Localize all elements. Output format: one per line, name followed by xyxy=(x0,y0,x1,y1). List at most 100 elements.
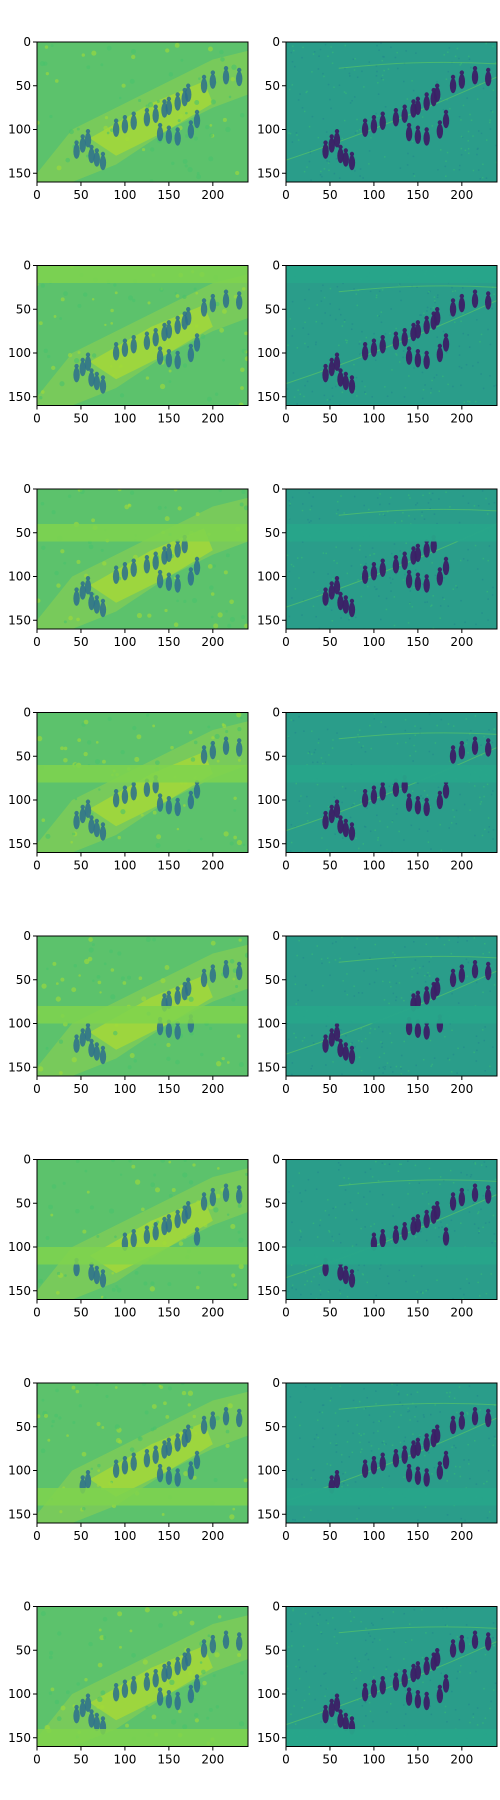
texture-mark xyxy=(311,115,314,118)
texture-mark xyxy=(456,1677,458,1680)
texture-mark xyxy=(439,97,442,100)
texture-mark xyxy=(295,782,298,785)
texture-mark xyxy=(492,829,495,831)
person-mark xyxy=(112,122,120,137)
texture-mark xyxy=(100,1690,106,1696)
x-tick-label: 100 xyxy=(362,1082,385,1096)
x-tick-label: 200 xyxy=(450,1753,473,1767)
texture-mark xyxy=(160,1159,166,1163)
texture-mark xyxy=(75,1389,80,1394)
x-tick-label: 100 xyxy=(113,1082,136,1096)
person-head-mark xyxy=(80,1475,85,1480)
texture-mark xyxy=(208,156,214,162)
texture-mark xyxy=(453,169,455,171)
texture-mark xyxy=(368,983,371,985)
texture-mark xyxy=(327,1622,329,1625)
texture-mark xyxy=(225,553,230,558)
person-head-mark xyxy=(74,1034,79,1039)
person-mark xyxy=(423,801,430,817)
person-head-mark xyxy=(144,1449,150,1454)
texture-mark xyxy=(226,1061,230,1064)
person-mark xyxy=(442,1454,450,1470)
texture-mark xyxy=(238,1237,244,1243)
texture-mark xyxy=(403,80,405,83)
texture-mark xyxy=(482,952,484,955)
texture-mark xyxy=(456,1636,459,1638)
texture-mark xyxy=(329,974,331,977)
texture-mark xyxy=(495,144,497,147)
texture-mark xyxy=(111,1271,114,1275)
person-mark xyxy=(436,1464,444,1480)
texture-mark xyxy=(333,559,335,562)
person-mark xyxy=(392,1452,400,1468)
texture-mark xyxy=(369,1168,372,1170)
texture-mark xyxy=(38,1278,44,1284)
texture-mark xyxy=(383,514,386,517)
person-mark xyxy=(174,319,181,335)
texture-mark xyxy=(386,510,389,513)
texture-mark xyxy=(390,1041,393,1044)
y-tick-label: 150 xyxy=(8,166,31,180)
texture-mark xyxy=(316,1419,319,1421)
texture-mark xyxy=(37,598,41,603)
texture-mark xyxy=(317,742,320,744)
texture-mark xyxy=(182,159,188,164)
texture-mark xyxy=(352,804,354,806)
person-head-mark xyxy=(237,291,242,296)
x-tick-label: 150 xyxy=(406,1306,429,1320)
texture-mark xyxy=(354,1657,356,1660)
texture-mark xyxy=(353,288,355,290)
texture-mark xyxy=(393,543,396,545)
person-mark xyxy=(337,1712,344,1728)
texture-mark xyxy=(241,614,246,620)
person-mark xyxy=(348,825,356,841)
x-tick-label: 150 xyxy=(157,859,180,873)
texture-mark xyxy=(358,1400,361,1403)
flat-band xyxy=(37,265,248,283)
edge-line xyxy=(286,300,497,385)
texture-mark xyxy=(312,605,315,608)
edge-line xyxy=(338,1626,497,1634)
person-mark xyxy=(337,1042,344,1058)
person-head-mark xyxy=(194,1674,200,1679)
person-head-mark xyxy=(188,1684,194,1690)
texture-mark xyxy=(287,1290,290,1293)
texture-mark xyxy=(40,1448,46,1454)
texture-mark xyxy=(301,1040,304,1042)
person-mark xyxy=(370,342,378,357)
texture-mark xyxy=(338,84,341,86)
person-mark xyxy=(361,1686,369,1702)
person-mark xyxy=(430,538,437,554)
texture-mark xyxy=(349,102,352,104)
person-mark xyxy=(209,1191,217,1207)
texture-mark xyxy=(290,1630,293,1633)
person-head-mark xyxy=(166,990,172,996)
texture-mark xyxy=(459,1475,462,1478)
texture-mark xyxy=(460,599,462,602)
texture-mark xyxy=(474,1163,477,1165)
texture-mark xyxy=(437,294,439,296)
person-mark xyxy=(165,994,173,1010)
texture-mark xyxy=(225,1443,230,1448)
person-head-mark xyxy=(435,1648,440,1653)
texture-mark xyxy=(359,353,361,355)
person-head-mark xyxy=(153,328,158,333)
x-tick-label: 100 xyxy=(113,1753,136,1767)
texture-mark xyxy=(349,816,352,819)
texture-mark xyxy=(365,1715,367,1717)
texture-mark xyxy=(445,160,447,163)
texture-mark xyxy=(237,727,242,732)
texture-mark xyxy=(391,1683,394,1685)
texture-mark xyxy=(460,1171,462,1174)
person-head-mark xyxy=(157,793,163,798)
person-head-mark xyxy=(486,1408,491,1414)
texture-mark xyxy=(303,1699,306,1702)
person-mark xyxy=(165,352,173,368)
texture-mark xyxy=(490,110,492,112)
texture-mark xyxy=(414,1164,417,1167)
texture-mark xyxy=(474,400,477,403)
person-mark xyxy=(436,123,444,139)
edge-line xyxy=(338,1402,497,1410)
